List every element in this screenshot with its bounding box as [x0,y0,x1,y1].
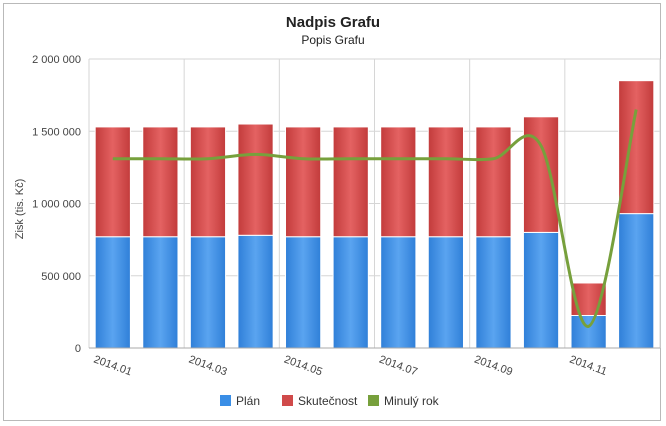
bar-layer [94,80,655,349]
chart-subtitle: Popis Grafu [301,33,364,47]
bar-skutecnost[interactable] [94,126,131,238]
bar-skutecnost[interactable] [189,126,227,238]
y-tick-label: 0 [75,343,81,355]
x-tick-label: 2014.01 [92,354,133,379]
bar-skutecnost[interactable] [427,126,464,238]
legend-item[interactable]: Minulý rok [368,394,440,408]
bar-skutecnost[interactable] [142,126,179,238]
y-axis-title: Zisk (tis. Kč) [14,179,26,240]
x-tick-label: 2014.07 [377,354,418,379]
bar-plan[interactable] [380,236,417,349]
x-tick-label: 2014.09 [473,354,514,379]
legend-swatch [282,395,293,406]
bar-plan[interactable] [475,236,512,349]
x-tick-label: 2014.11 [568,354,609,379]
bar-plan[interactable] [427,236,464,349]
bar-skutecnost[interactable] [285,126,322,238]
bar-skutecnost[interactable] [475,126,512,238]
bar-skutecnost[interactable] [380,126,417,238]
y-tick-label: 1 000 000 [32,199,81,211]
legend-item[interactable]: Skutečnost [282,394,358,408]
bar-skutecnost[interactable] [618,80,655,215]
y-tick-label: 2 000 000 [32,54,81,66]
bar-plan[interactable] [618,213,655,349]
legend-label: Skutečnost [298,394,358,408]
series-line-minuly-rok[interactable] [112,109,638,328]
legend-label: Plán [236,394,260,408]
legend-swatch [220,395,231,406]
bar-plan[interactable] [332,236,369,349]
bar-plan[interactable] [285,236,322,349]
legend-label: Minulý rok [384,394,440,408]
legend-swatch [368,395,379,406]
bar-plan[interactable] [522,231,560,349]
y-tick-label: 1 500 000 [32,126,81,138]
bar-plan[interactable] [94,236,131,349]
line-layer [112,109,638,328]
bar-skutecnost[interactable] [237,123,274,236]
bar-plan[interactable] [189,236,227,349]
bar-plan[interactable] [237,234,274,349]
legend-item[interactable]: Plán [220,394,260,408]
y-tick-label: 500 000 [41,271,81,283]
chart-title: Nadpis Grafu [286,14,380,31]
grid-layer [88,58,661,349]
legend: Plán Skutečnost Minulý rok [220,394,440,408]
bar-skutecnost[interactable] [332,126,369,238]
bar-plan[interactable] [570,314,607,349]
chart-frame: Nadpis Grafu Popis Grafu 0 500 000 1 000 0… [3,3,661,421]
x-tick-label: 2014.05 [282,354,323,379]
chart-canvas: Nadpis Grafu Popis Grafu 0 500 000 1 000 0… [14,14,661,408]
x-tick-label: 2014.03 [187,354,228,379]
bar-plan[interactable] [142,236,179,349]
